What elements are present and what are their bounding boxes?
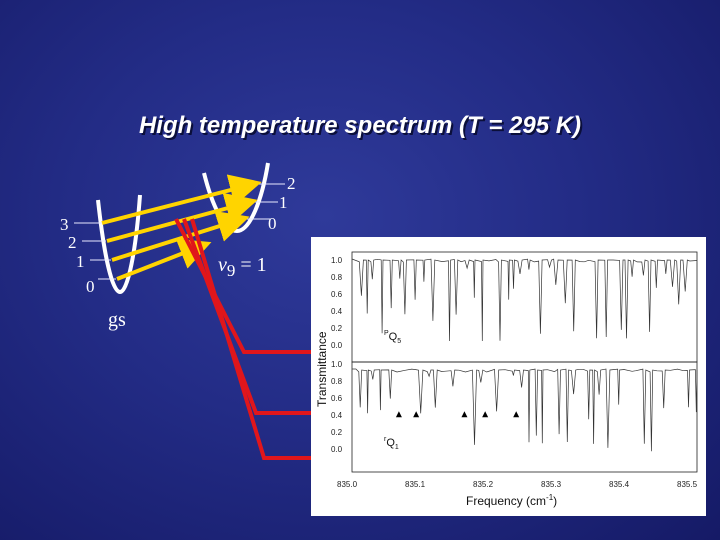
spectrum-frame-bottom [351, 361, 698, 473]
panel-label-rq1-sub: 1 [395, 444, 399, 451]
panel-label-pq5-sub: 5 [397, 338, 401, 345]
absorption-arrow-2 [101, 174, 262, 225]
slide-title: High temperature spectrum (T = 295 K) [138, 112, 582, 139]
spectrum-trace-bottom [352, 368, 698, 452]
line-marker-4 [513, 411, 520, 418]
y-tick-top-5: 0.0 [331, 341, 343, 350]
line-marker-1 [413, 411, 420, 418]
ground-state-label: gs [108, 309, 126, 331]
x-tick-3: 835.3 [541, 480, 562, 489]
x-tick-0: 835.0 [337, 480, 358, 489]
excited-level-label-0: 0 [268, 214, 277, 233]
panel-label-pq5-pre: P [384, 330, 389, 337]
x-axis-label-main: Frequency (cm [466, 494, 546, 508]
ground-level-label-1: 1 [76, 252, 85, 271]
x-axis-label: Frequency (cm-1) [466, 493, 557, 508]
y-tick-bottom-1: 0.8 [331, 377, 343, 386]
x-tick-1: 835.1 [405, 480, 426, 489]
excited-state-nu: ν [218, 254, 227, 276]
ground-state-well [96, 194, 142, 295]
absorption-arrow-hot [116, 238, 212, 281]
excited-state-sub: 9 [227, 261, 236, 280]
excited-state-eq: = 1 [235, 254, 266, 276]
line-marker-2 [461, 411, 468, 418]
x-tick-5: 835.5 [677, 480, 698, 489]
ground-level-label-0: 0 [86, 277, 95, 296]
ground-level-label-2: 2 [68, 233, 77, 252]
y-tick-top-2: 0.6 [331, 290, 343, 299]
line-marker-3 [482, 411, 489, 418]
y-tick-top-4: 0.2 [331, 324, 343, 333]
y-axis-label: Transmittance [315, 331, 329, 407]
panel-label-pq5: PQ5 [384, 330, 401, 345]
panel-label-rq1-pre: r [384, 436, 387, 443]
excited-state-label: ν9 = 1 [218, 254, 267, 280]
y-tick-top-0: 1.0 [331, 256, 343, 265]
x-tick-2: 835.2 [473, 480, 494, 489]
line-marker-0 [395, 411, 402, 418]
spectrum-trace-top [351, 258, 698, 342]
panel-label-rq1: rQ1 [384, 436, 399, 451]
excited-level-label-2: 2 [287, 174, 296, 193]
y-tick-bottom-5: 0.0 [331, 445, 343, 454]
y-tick-bottom-4: 0.2 [331, 428, 343, 437]
x-axis-label-end: ) [553, 494, 557, 508]
panel-label-pq5-main: Q [389, 331, 398, 343]
spectrum-chart: 1.0 0.8 0.6 0.4 0.2 0.0 1.0 0.8 0.6 0.4 … [315, 251, 698, 508]
panel-label-rq1-main: Q [386, 437, 395, 449]
excited-level-label-1: 1 [279, 193, 288, 212]
y-tick-bottom-0: 1.0 [331, 360, 343, 369]
y-tick-top-1: 0.8 [331, 273, 343, 282]
x-axis-label-sup: -1 [546, 493, 554, 502]
y-ticks-bottom: 1.0 0.8 0.6 0.4 0.2 0.0 [331, 360, 343, 454]
y-ticks-top: 1.0 0.8 0.6 0.4 0.2 0.0 [331, 256, 343, 350]
y-tick-top-3: 0.4 [331, 307, 343, 316]
y-tick-bottom-2: 0.6 [331, 394, 343, 403]
y-tick-bottom-3: 0.4 [331, 411, 343, 420]
x-ticks: 835.0 835.1 835.2 835.3 835.4 835.5 [337, 480, 698, 489]
spectrum-panel: 1.0 0.8 0.6 0.4 0.2 0.0 1.0 0.8 0.6 0.4 … [311, 237, 706, 516]
ground-level-label-3: 3 [60, 215, 69, 234]
line-markers [395, 411, 520, 418]
x-tick-4: 835.4 [609, 480, 630, 489]
